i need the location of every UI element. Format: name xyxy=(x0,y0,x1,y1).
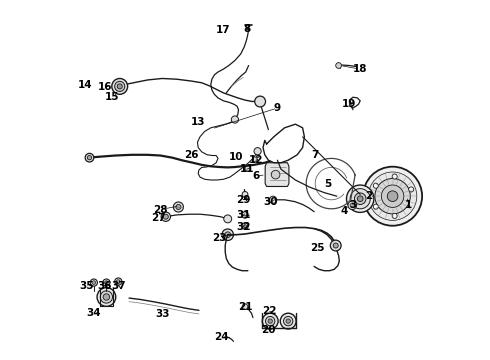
Circle shape xyxy=(392,174,397,179)
Text: 32: 32 xyxy=(236,222,250,232)
Text: 27: 27 xyxy=(151,213,166,223)
Circle shape xyxy=(244,225,246,228)
Circle shape xyxy=(225,232,231,238)
Circle shape xyxy=(409,187,414,192)
Circle shape xyxy=(252,157,257,162)
Text: 30: 30 xyxy=(263,197,277,207)
Circle shape xyxy=(231,116,239,123)
Text: 9: 9 xyxy=(274,103,281,113)
Circle shape xyxy=(87,156,92,160)
Text: 11: 11 xyxy=(240,164,254,174)
Circle shape xyxy=(245,166,251,171)
Circle shape xyxy=(224,215,232,223)
Circle shape xyxy=(85,153,94,162)
Circle shape xyxy=(330,240,341,251)
Circle shape xyxy=(173,202,183,212)
Text: 16: 16 xyxy=(98,82,112,92)
Circle shape xyxy=(115,278,122,285)
Text: 20: 20 xyxy=(261,325,276,336)
Circle shape xyxy=(381,185,404,207)
Circle shape xyxy=(280,313,296,329)
Text: 33: 33 xyxy=(155,309,170,319)
Text: 14: 14 xyxy=(77,80,92,90)
Circle shape xyxy=(103,279,110,286)
Circle shape xyxy=(357,196,363,202)
Circle shape xyxy=(255,96,266,107)
Circle shape xyxy=(163,214,169,219)
Text: 19: 19 xyxy=(342,99,357,109)
Text: 23: 23 xyxy=(213,233,227,243)
Circle shape xyxy=(115,81,125,91)
Text: 10: 10 xyxy=(229,152,243,162)
Text: 2: 2 xyxy=(366,191,373,201)
Circle shape xyxy=(348,201,357,210)
Polygon shape xyxy=(265,163,289,186)
Circle shape xyxy=(375,179,410,214)
Circle shape xyxy=(161,212,171,221)
Text: 7: 7 xyxy=(312,150,319,160)
Text: 3: 3 xyxy=(349,200,357,210)
Circle shape xyxy=(254,148,261,155)
Text: 13: 13 xyxy=(191,117,205,127)
Circle shape xyxy=(271,170,280,179)
Circle shape xyxy=(222,229,233,240)
Circle shape xyxy=(242,212,248,218)
Circle shape xyxy=(368,172,417,220)
Circle shape xyxy=(286,319,291,323)
Text: 15: 15 xyxy=(104,92,119,102)
Circle shape xyxy=(270,196,277,203)
Text: 26: 26 xyxy=(184,150,198,160)
Circle shape xyxy=(392,213,397,219)
Circle shape xyxy=(354,193,366,204)
Circle shape xyxy=(346,185,374,212)
Circle shape xyxy=(242,304,248,310)
Text: 5: 5 xyxy=(324,179,331,189)
Text: 21: 21 xyxy=(238,302,252,312)
Text: 36: 36 xyxy=(98,281,112,291)
Text: 35: 35 xyxy=(79,281,94,291)
Circle shape xyxy=(373,204,378,209)
Circle shape xyxy=(90,279,98,286)
Text: 31: 31 xyxy=(236,210,250,220)
Circle shape xyxy=(387,191,398,202)
Text: 17: 17 xyxy=(216,24,231,35)
Text: 22: 22 xyxy=(262,306,277,316)
Circle shape xyxy=(266,316,275,326)
Text: 34: 34 xyxy=(87,308,101,318)
Text: 37: 37 xyxy=(111,281,125,291)
Circle shape xyxy=(284,316,293,326)
Circle shape xyxy=(104,281,108,284)
Text: 1: 1 xyxy=(405,200,413,210)
Text: 12: 12 xyxy=(248,155,263,165)
Circle shape xyxy=(363,167,422,226)
Circle shape xyxy=(262,313,278,329)
Circle shape xyxy=(268,319,272,323)
Text: 25: 25 xyxy=(310,243,324,253)
Text: 24: 24 xyxy=(214,332,229,342)
Circle shape xyxy=(112,78,127,94)
Circle shape xyxy=(117,84,122,89)
Circle shape xyxy=(103,294,110,300)
Text: 8: 8 xyxy=(243,24,250,34)
Circle shape xyxy=(336,63,342,68)
Circle shape xyxy=(242,223,248,229)
Circle shape xyxy=(333,243,338,248)
Text: 4: 4 xyxy=(341,206,348,216)
Text: 6: 6 xyxy=(252,171,259,181)
Text: 28: 28 xyxy=(153,204,168,215)
Circle shape xyxy=(97,288,116,306)
Circle shape xyxy=(242,192,248,197)
Text: 29: 29 xyxy=(236,195,250,205)
Circle shape xyxy=(176,204,181,210)
Text: 18: 18 xyxy=(353,64,368,74)
Circle shape xyxy=(373,183,378,188)
Circle shape xyxy=(117,280,120,283)
Circle shape xyxy=(350,203,354,207)
Circle shape xyxy=(350,189,370,209)
Circle shape xyxy=(92,281,96,284)
Circle shape xyxy=(100,291,113,303)
